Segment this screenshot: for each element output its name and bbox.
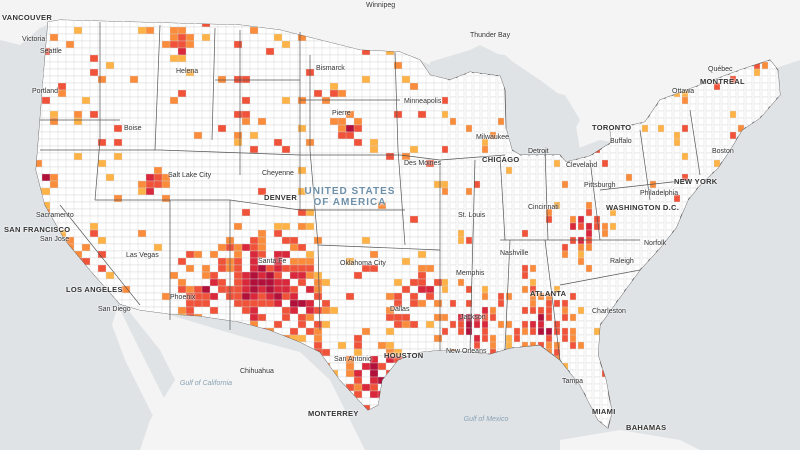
label-miami: MIAMI (592, 407, 616, 416)
label-nashville: Nashville (500, 250, 529, 257)
label-chihuahua: Chihuahua (240, 368, 274, 375)
label-milwaukee: Milwaukee (476, 134, 510, 141)
label-portland: Portland (32, 88, 59, 95)
label-victoria: Victoria (22, 36, 46, 43)
lake-erie (560, 140, 612, 162)
label-toronto: TORONTO (592, 123, 632, 132)
label-ottawa: Ottawa (672, 88, 695, 95)
label-charleston: Charleston (592, 308, 626, 315)
cuba (560, 430, 700, 450)
label-gulf-california: Gulf of California (179, 380, 233, 387)
label-new-york: NEW YORK (674, 177, 718, 186)
label-minneapolis: Minneapolis (404, 98, 442, 105)
label-pierre: Pierre (332, 110, 351, 117)
label-buffalo: Buffalo (610, 138, 632, 145)
label-seattle: Seattle (40, 48, 62, 55)
label-des-moines: Des Moines (404, 160, 441, 167)
baja-peninsula (112, 305, 180, 440)
label-sacramento: Sacramento (36, 212, 74, 219)
label-gulf-mexico: Gulf of Mexico (463, 416, 509, 423)
label-san-jose: San Jose (40, 236, 70, 243)
lake-huron (535, 88, 580, 140)
label-san-diego: San Diego (98, 306, 131, 313)
label-new-orleans: New Orleans (446, 348, 487, 355)
label-monterrey: MONTERREY (308, 409, 359, 418)
label-san-francisco: SAN FRANCISCO (4, 225, 71, 234)
label-los-angeles: LOS ANGELES (66, 285, 123, 294)
label-tampa: Tampa (562, 378, 584, 385)
label-bahamas: BAHAMAS (626, 423, 667, 432)
label-boise: Boise (124, 125, 142, 132)
label-pittsburgh: Pittsburgh (584, 182, 616, 189)
label-san-antonio: San Antonio (334, 356, 372, 363)
label-memphis: Memphis (456, 270, 485, 277)
label-helena: Helena (176, 68, 199, 75)
label-philadelphia: Philadelphia (640, 190, 679, 197)
label-denver: DENVER (264, 193, 298, 202)
label-detroit: Detroit (528, 148, 549, 155)
label-vancouver: VANCOUVER (2, 13, 53, 22)
state-borders (40, 22, 701, 361)
label-washington: WASHINGTON D.C. (606, 203, 680, 212)
label-cheyenne: Cheyenne (262, 170, 294, 177)
canada-landmass (0, 0, 800, 158)
label-norfolk: Norfolk (644, 240, 667, 247)
lake-michigan (505, 86, 528, 150)
label-bismarck: Bismarck (316, 65, 345, 72)
label-phoenix: Phoenix (170, 294, 196, 301)
label-st-louis: St. Louis (458, 212, 486, 219)
label-chicago: CHICAGO (482, 155, 520, 164)
label-quebec: Québec (708, 66, 733, 73)
label-winnipeg: Winnipeg (366, 2, 396, 9)
label-thunder-bay: Thunder Bay (470, 32, 511, 39)
label-santa-fe: Santa Fe (258, 258, 287, 265)
mexico-landmass (120, 300, 365, 450)
label-atlanta: ATLANTA (530, 289, 567, 298)
lake-superior (430, 50, 520, 80)
label-boston: Boston (712, 148, 734, 155)
label-cleveland: Cleveland (566, 162, 598, 169)
label-jackson: Jackson (460, 314, 486, 321)
label-dallas: Dallas (390, 306, 410, 313)
label-montreal: MONTREAL (700, 77, 745, 86)
label-usa: UNITED STATES OF AMERICA (304, 186, 396, 208)
label-oklahoma-city: Oklahoma City (340, 260, 386, 267)
label-salt-lake: Salt Lake City (168, 172, 212, 179)
label-raleigh: Raleigh (610, 258, 634, 265)
label-las-vegas: Las Vegas (126, 252, 159, 259)
label-houston: HOUSTON (384, 351, 424, 360)
label-cincinnati: Cincinnati (528, 204, 559, 211)
